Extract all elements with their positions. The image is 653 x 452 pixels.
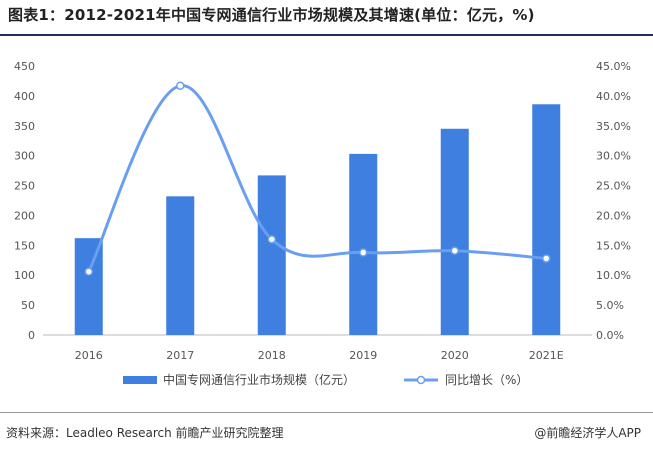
legend-bar-label: 中国专网通信行业市场规模（亿元） <box>163 372 355 387</box>
growth-point <box>84 267 93 276</box>
left-tick-label: 150 <box>14 239 35 252</box>
title-divider <box>0 34 653 36</box>
bar <box>74 238 103 335</box>
x-tick-label: 2021E <box>529 349 564 362</box>
right-tick-label: 10.0% <box>596 269 631 282</box>
combo-chart: 0 50 100 150 200 250 300 350 400 450 0.0% 5.0% 10.0… <box>14 60 631 387</box>
legend-bar-swatch <box>123 376 157 384</box>
right-tick-label: 20.0% <box>596 209 631 222</box>
growth-markers <box>84 81 551 276</box>
bar <box>166 196 195 335</box>
left-axis-ticks: 0 50 100 150 200 250 300 350 400 450 <box>14 60 35 342</box>
growth-point <box>359 248 368 257</box>
source-note: 资料来源：Leadleo Research 前瞻产业研究院整理 <box>6 426 284 440</box>
bar <box>257 175 286 335</box>
chart-title: 图表1：2012-2021年中国专网通信行业市场规模及其增速(单位：亿元，%) <box>8 6 535 24</box>
x-axis-ticks: 2016 2017 2018 2019 2020 2021E <box>75 349 564 362</box>
left-tick-label: 450 <box>14 60 35 73</box>
brand-credit: @前瞻经济学人APP <box>534 426 641 440</box>
left-tick-label: 200 <box>14 209 35 222</box>
right-tick-label: 15.0% <box>596 239 631 252</box>
x-tick-label: 2016 <box>75 349 103 362</box>
right-tick-label: 25.0% <box>596 180 631 193</box>
left-tick-label: 100 <box>14 269 35 282</box>
left-tick-label: 350 <box>14 120 35 133</box>
growth-point <box>267 235 276 244</box>
right-tick-label: 45.0% <box>596 60 631 73</box>
left-tick-label: 0 <box>28 329 35 342</box>
legend-line-label: 同比增长（%） <box>445 373 528 387</box>
left-tick-label: 400 <box>14 90 35 103</box>
x-tick-label: 2017 <box>166 349 194 362</box>
growth-point <box>542 254 551 263</box>
legend: 中国专网通信行业市场规模（亿元） 同比增长（%） <box>123 372 528 387</box>
bar <box>440 128 469 335</box>
growth-point <box>450 246 459 255</box>
left-tick-label: 300 <box>14 150 35 163</box>
left-tick-label: 250 <box>14 180 35 193</box>
legend-line-marker <box>416 375 426 385</box>
right-tick-label: 5.0% <box>596 299 624 312</box>
bar <box>349 153 378 335</box>
right-tick-label: 40.0% <box>596 90 631 103</box>
right-axis-ticks: 0.0% 5.0% 10.0% 15.0% 20.0% 25.0% 30.0% 35.0% 40… <box>596 60 631 342</box>
right-tick-label: 35.0% <box>596 120 631 133</box>
left-tick-label: 50 <box>21 299 35 312</box>
growth-point <box>176 81 185 90</box>
bar <box>532 104 561 335</box>
x-tick-label: 2019 <box>349 349 377 362</box>
footer-divider <box>0 412 653 413</box>
x-tick-label: 2020 <box>441 349 469 362</box>
right-tick-label: 0.0% <box>596 329 624 342</box>
growth-line <box>87 84 547 273</box>
right-tick-label: 30.0% <box>596 150 631 163</box>
x-tick-label: 2018 <box>258 349 286 362</box>
bar-series <box>74 104 561 335</box>
